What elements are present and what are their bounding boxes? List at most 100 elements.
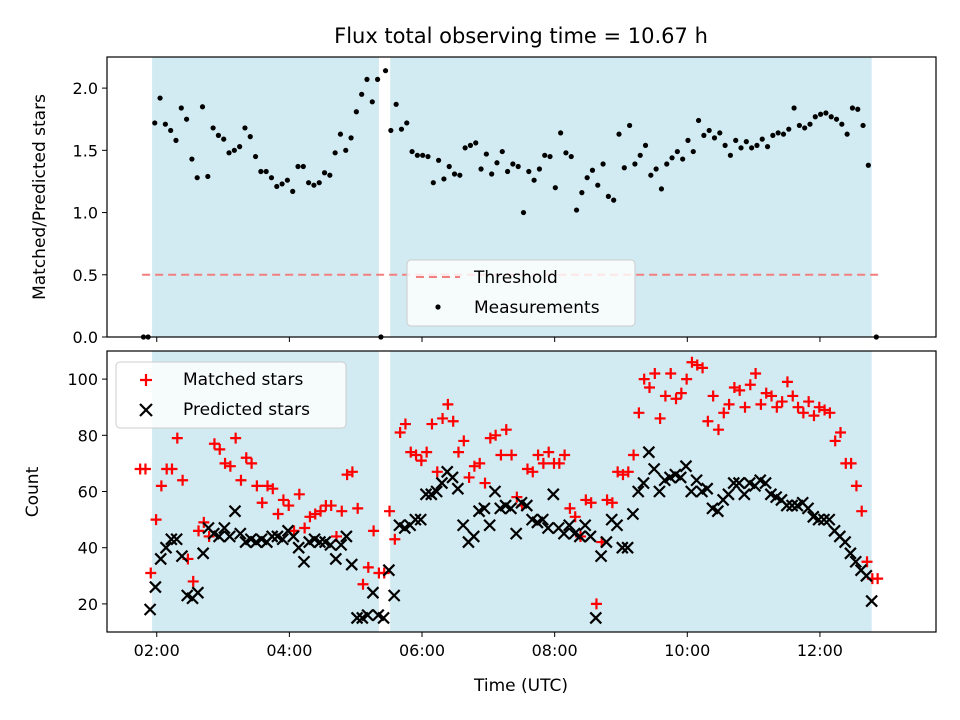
top-observing-interval-0	[152, 57, 379, 337]
measurement-point	[605, 193, 611, 199]
measurement-point	[430, 180, 436, 186]
matched-stars-legend-label: Matched stars	[183, 370, 303, 390]
measurement-point	[252, 153, 259, 160]
matched-stars-point	[368, 525, 380, 537]
measurement-point	[754, 142, 760, 148]
chart-title: Flux total observing time = 10.67 h	[334, 24, 708, 48]
measurement-point	[563, 150, 569, 156]
measurement-point	[573, 207, 580, 213]
bottom-y-tick-label: 60	[78, 483, 98, 502]
measurement-point	[807, 121, 813, 127]
predicted-stars-point	[387, 589, 401, 602]
predicted-stars-point	[738, 488, 751, 501]
matched-stars-point	[808, 410, 820, 422]
measurement-point	[157, 95, 163, 101]
predicted-stars-point	[785, 499, 799, 512]
matched-stars-point	[744, 379, 756, 391]
measurement-point	[451, 171, 458, 177]
x-tick-label: 06:00	[399, 641, 445, 660]
predicted-stars-point	[488, 485, 502, 498]
measurement-point	[568, 153, 574, 160]
matched-stars-point	[702, 415, 714, 427]
x-tick-label: 02:00	[134, 641, 180, 660]
bottom-y-axis-label: Count	[23, 466, 43, 517]
predicted-stars-point	[366, 586, 380, 599]
predicted-stars-point	[218, 521, 231, 535]
predicted-stars-point	[557, 527, 571, 540]
predicted-stars-point	[541, 521, 555, 535]
matched-stars-point	[272, 508, 284, 520]
measurement-point	[462, 145, 468, 151]
predicted-stars-point	[674, 471, 687, 484]
matched-stars-point	[845, 457, 857, 469]
matched-stars-point	[527, 466, 539, 478]
predicted-stars-point	[345, 558, 358, 571]
predicted-stars-point	[642, 445, 656, 459]
measurement-point	[711, 135, 718, 141]
measurement-point	[332, 150, 338, 156]
measurement-point	[833, 116, 840, 122]
matched-stars-point	[479, 477, 491, 489]
measurement-point	[398, 126, 405, 132]
predicted-stars-point	[860, 569, 873, 583]
matched-stars-point	[697, 362, 709, 374]
top-series-0	[140, 68, 879, 340]
predicted-stars-point	[812, 513, 825, 526]
measurement-point	[489, 171, 495, 177]
measurement-point	[664, 161, 670, 167]
measurement-point	[178, 105, 184, 111]
x-tick-label: 08:00	[532, 641, 578, 660]
predicted-stars-point	[234, 527, 247, 540]
matched-stars-point	[166, 463, 178, 475]
measurement-point	[279, 181, 285, 187]
measurement-point	[780, 131, 787, 137]
measurement-point	[321, 170, 328, 176]
matched-stars-point	[325, 500, 337, 512]
matched-stars-point	[251, 480, 263, 492]
measurement-point	[359, 91, 365, 97]
x-axis-label: Time (UTC)	[473, 676, 568, 696]
measurement-point	[637, 152, 643, 158]
measurement-point	[727, 152, 734, 158]
predicted-stars-point	[610, 518, 624, 532]
predicted-stars-point	[419, 488, 433, 501]
predicted-stars-point	[478, 502, 491, 515]
predicted-stars-point	[287, 530, 300, 543]
predicted-stars-point	[350, 611, 364, 625]
predicted-stars-point	[313, 535, 327, 549]
predicted-stars-point	[377, 611, 390, 625]
predicted-stars-point	[536, 513, 549, 526]
matched-stars-point	[829, 435, 841, 447]
matched-stars-point	[792, 401, 804, 413]
top-y-tick-label: 1.5	[73, 141, 98, 160]
measurement-point	[515, 163, 521, 170]
measurement-point	[268, 175, 275, 181]
predicted-stars-point	[451, 482, 465, 495]
measurement-point	[775, 130, 781, 136]
predicted-stars-point	[149, 580, 162, 594]
matched-stars-point	[145, 567, 157, 579]
matched-stars-point	[564, 502, 576, 514]
measurement-point	[749, 145, 755, 151]
predicted-stars-point	[700, 482, 714, 495]
measurement-point	[542, 152, 548, 158]
measurement-point	[263, 168, 269, 175]
matched-stars-point	[622, 466, 634, 478]
measurement-point	[404, 120, 410, 126]
top-legend-box	[406, 259, 636, 327]
top-y-tick-label: 2.0	[73, 79, 98, 98]
predicted-stars-point	[711, 504, 725, 518]
predicted-stars-point	[822, 513, 836, 526]
top-y-tick-label: 0.0	[73, 328, 98, 347]
matched-stars-point	[834, 426, 846, 438]
matched-stars-legend-swatch	[140, 374, 152, 386]
measurement-point	[446, 163, 452, 170]
measurement-point	[669, 155, 675, 161]
top-panel: 0.0 0.5 1.0 1.5 2.0	[73, 56, 937, 347]
measurement-point	[337, 131, 344, 137]
matched-stars-point	[283, 500, 295, 512]
measurement-point	[818, 111, 824, 117]
predicted-stars-point	[626, 507, 640, 521]
x-tick-label: 10:00	[664, 641, 710, 660]
measurement-point	[168, 127, 174, 134]
